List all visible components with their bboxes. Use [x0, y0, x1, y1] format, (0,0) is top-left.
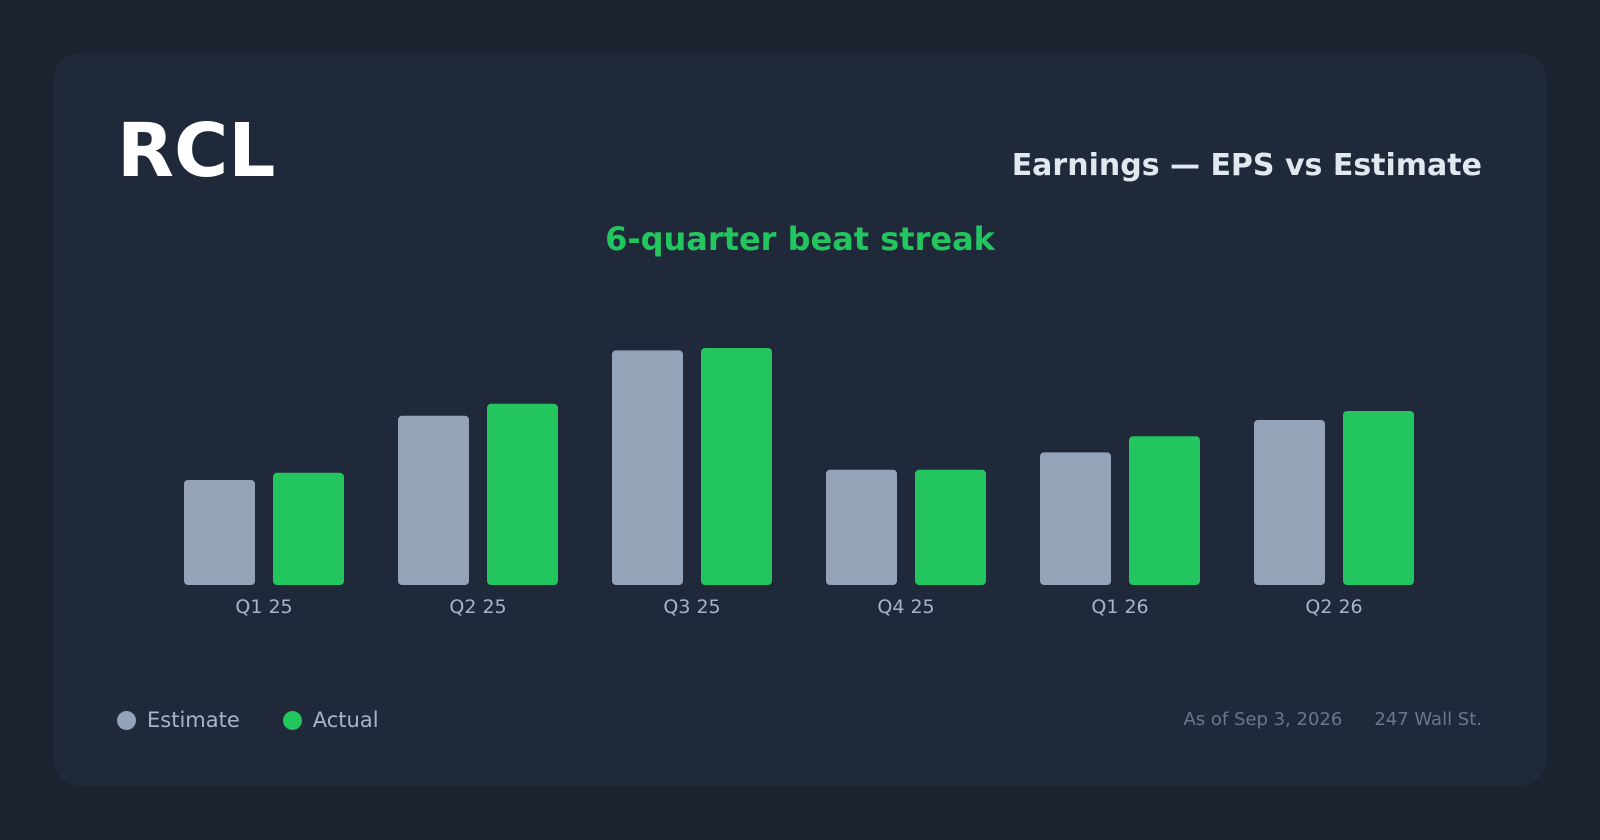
beat-streak-subtitle: 6-quarter beat streak	[605, 220, 995, 258]
bar-actual-q1-26	[1129, 436, 1200, 585]
footer: As of Sep 3, 2026 247 Wall St.	[1183, 707, 1482, 733]
bar-actual-q3-25	[701, 348, 772, 585]
as-of-date: As of Sep 3, 2026	[1183, 709, 1343, 730]
legend-item-estimate: Estimate	[117, 706, 240, 734]
ticker-symbol: RCL	[117, 108, 276, 194]
bar-actual-q2-25	[487, 403, 558, 585]
legend-label-estimate: Estimate	[147, 708, 240, 732]
bar-actual-q1-25	[273, 472, 344, 585]
x-tick-label: Q4 25	[877, 596, 934, 618]
x-tick-label: Q1 25	[235, 596, 292, 618]
bar-actual-q2-26	[1343, 411, 1414, 585]
x-tick-label: Q2 26	[1305, 596, 1362, 618]
x-tick-label: Q1 26	[1091, 596, 1148, 618]
bar-estimate-q1-26	[1040, 452, 1111, 585]
estimate-dot-icon	[117, 710, 136, 730]
x-tick-label: Q2 25	[449, 596, 506, 618]
legend-item-actual: Actual	[282, 706, 379, 734]
bar-estimate-q4-25	[826, 469, 897, 585]
bar-estimate-q3-25	[612, 350, 683, 585]
actual-dot-icon	[282, 710, 302, 730]
bar-estimate-q2-25	[398, 415, 469, 585]
bar-actual-q4-25	[915, 469, 986, 585]
source-label: 247 Wall St.	[1374, 709, 1482, 730]
legend-label-actual: Actual	[312, 708, 379, 732]
chart-title: Earnings — EPS vs Estimate	[1011, 148, 1482, 183]
bar-estimate-q1-25	[184, 480, 255, 585]
legend: Estimate Actual	[117, 706, 422, 734]
x-tick-label: Q3 25	[663, 596, 720, 618]
chart-card	[53, 53, 1547, 786]
bar-estimate-q2-26	[1254, 420, 1325, 585]
